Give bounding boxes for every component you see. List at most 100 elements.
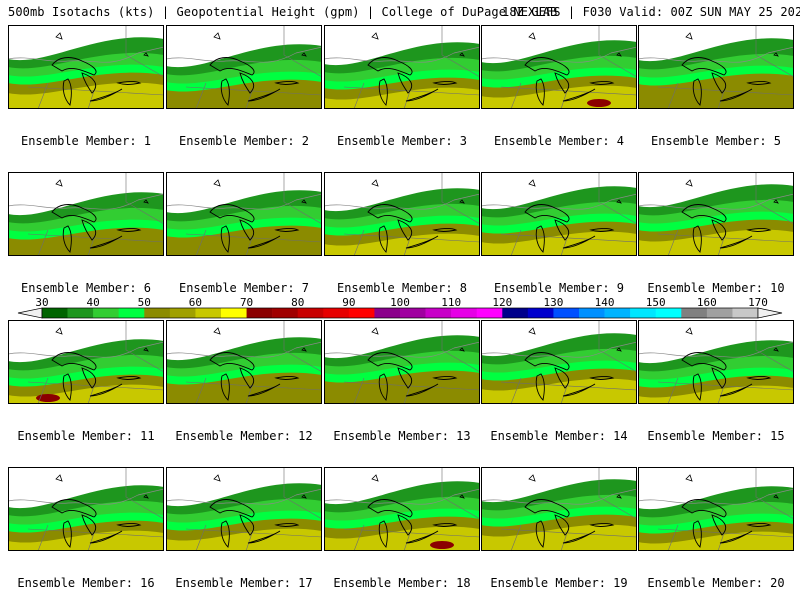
colorbar-swatch [502, 308, 529, 318]
colorbar-swatch [706, 308, 733, 318]
ensemble-member-1-map: Ensemble Member: 1 [8, 25, 164, 148]
ensemble-member-label: Ensemble Member: 20 [647, 576, 785, 590]
lake-huron-outline [81, 72, 96, 94]
lake-huron-outline [239, 72, 254, 94]
lake-huron-outline [397, 219, 412, 241]
ensemble-member-13-map: Ensemble Member: 13 [324, 320, 480, 443]
lake-superior-outline [209, 204, 255, 223]
lake-ontario-outline [274, 228, 300, 232]
isotach-band-60 [8, 227, 164, 256]
colorbar-tick-label: 110 [441, 296, 462, 309]
colorbar-swatch [246, 308, 273, 318]
lake-huron-outline [239, 514, 254, 536]
lake-superior-outline [209, 352, 255, 371]
colorbar-swatch [195, 308, 222, 318]
colorbar-tick-label: 90 [342, 296, 356, 309]
ensemble-member-label: Ensemble Member: 7 [178, 281, 310, 295]
ensemble-member-label: Ensemble Member: 18 [333, 576, 471, 590]
lake-ontario-outline [589, 376, 615, 380]
panel-frame [8, 467, 164, 551]
run-info: 18Z GEFS | F030 Valid: 00Z SUN MAY 25 20… [502, 5, 800, 19]
isotach-map [324, 320, 480, 405]
lake-superior-outline [524, 499, 570, 518]
lake-michigan-outline [62, 78, 72, 106]
lake-erie-outline [562, 530, 596, 544]
state-borders [657, 25, 794, 110]
lake-huron-outline [81, 367, 96, 389]
isotach-map [324, 467, 480, 552]
ensemble-member-14-map: Ensemble Member: 14 [481, 320, 637, 443]
island-outline [773, 494, 779, 499]
island-outline [301, 199, 307, 204]
colorbar-swatch [374, 308, 401, 318]
lake-superior-outline [51, 352, 97, 371]
lake-ontario-outline [274, 523, 300, 527]
lake-huron-outline [554, 514, 569, 536]
hudson-bay-island [528, 327, 536, 335]
lake-ontario-outline [274, 376, 300, 380]
ensemble-member-label: Ensemble Member: 8 [336, 281, 468, 295]
geopotential-contour [8, 341, 164, 358]
isotach-map [8, 467, 164, 552]
isotach-map [166, 467, 322, 552]
lake-erie-outline [247, 235, 281, 249]
geopotential-contour [481, 46, 637, 63]
colorbar-tick-label: 120 [492, 296, 513, 309]
lake-huron-outline [81, 219, 96, 241]
colorbar-swatch [681, 308, 708, 318]
lake-huron-outline [239, 219, 254, 241]
lake-huron-outline [711, 367, 726, 389]
state-borders [27, 25, 164, 110]
state-borders [500, 320, 637, 405]
hudson-bay-island [371, 474, 379, 482]
colorbar-swatch [272, 308, 299, 318]
map-header: 500mb Isotachs (kts) | Geopotential Heig… [0, 0, 800, 22]
panel-frame [638, 467, 794, 551]
lake-superior-outline [367, 499, 413, 518]
panel-frame [638, 320, 794, 404]
isotach-map [638, 467, 794, 552]
isotach-map [638, 172, 794, 257]
panel-frame [481, 467, 637, 551]
ensemble-member-6-map: Ensemble Member: 6 [8, 172, 164, 295]
colorbar-tick-label: 60 [188, 296, 203, 309]
geopotential-contour [481, 341, 637, 358]
lake-erie-outline [562, 88, 596, 102]
isotach-map [481, 25, 637, 110]
lake-superior-outline [367, 352, 413, 371]
isotach-map [8, 172, 164, 257]
isotach-map [8, 320, 164, 405]
colorbar-left-arrow [17, 307, 43, 319]
ensemble-member-20-map: Ensemble Member: 20 [638, 467, 794, 590]
lake-huron-outline [397, 514, 412, 536]
isotach-band-60 [166, 372, 322, 404]
lake-superior-outline [367, 204, 413, 223]
island-outline [301, 494, 307, 499]
panel-frame [166, 25, 322, 109]
lake-erie-outline [405, 235, 439, 249]
ensemble-member-label: Ensemble Member: 6 [20, 281, 152, 295]
colorbar-swatch [400, 308, 426, 318]
panel-frame [324, 467, 480, 551]
lake-huron-outline [81, 514, 96, 536]
lake-michigan-outline [62, 373, 72, 401]
lake-ontario-outline [432, 228, 458, 232]
hudson-bay-island [55, 32, 63, 40]
isotach-map [481, 320, 637, 405]
lake-ontario-outline [116, 81, 142, 85]
ensemble-member-label: Ensemble Member: 13 [333, 429, 471, 443]
ensemble-member-label: Ensemble Member: 4 [493, 134, 625, 148]
ensemble-member-4-map: Ensemble Member: 4 [481, 25, 637, 148]
colorbar-swatch [67, 308, 94, 318]
lake-erie-outline [89, 383, 123, 397]
island-outline [459, 347, 465, 352]
colorbar-swatch [118, 308, 145, 318]
lake-erie-outline [405, 383, 439, 397]
lake-michigan-outline [378, 78, 388, 106]
hudson-bay-island [213, 327, 221, 335]
hudson-bay-island [685, 327, 693, 335]
isotach-map [481, 467, 637, 552]
colorbar-swatch [348, 308, 375, 318]
state-borders [185, 172, 322, 257]
panel-frame [8, 172, 164, 256]
